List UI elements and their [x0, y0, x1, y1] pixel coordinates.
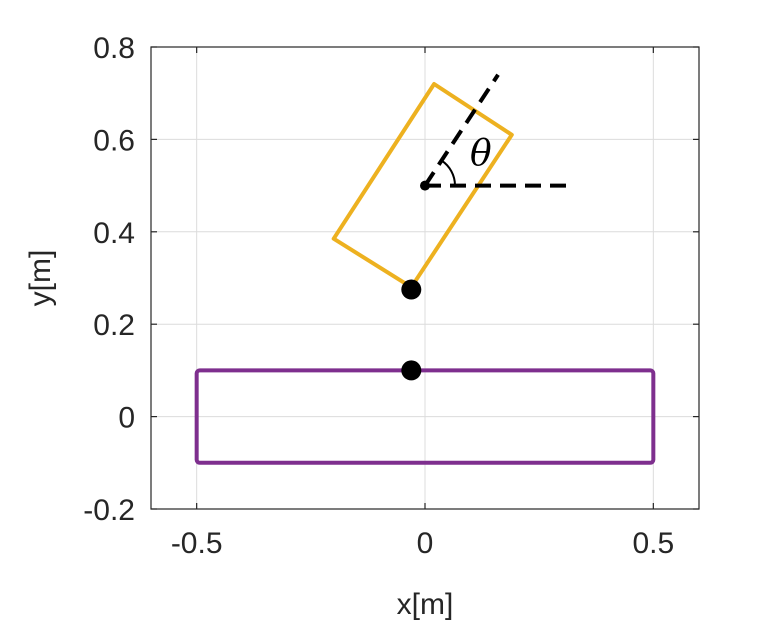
x-tick-label: -0.5: [171, 527, 223, 560]
angle-arc: [440, 159, 457, 186]
data-point: [420, 180, 430, 191]
grid: [151, 46, 699, 510]
y-tick-label: 0.2: [93, 309, 135, 342]
angle-label: θ: [470, 134, 492, 175]
y-tick-label: 0.8: [93, 32, 135, 65]
plot-area: θ: [194, 73, 656, 465]
x-axis-label: x[m]: [397, 588, 454, 621]
y-tick-label: 0.4: [93, 217, 135, 250]
data-point: [401, 279, 422, 300]
y-tick-label: 0: [118, 402, 135, 435]
y-tick-label: -0.2: [83, 494, 135, 527]
y-axis: -0.2 0 0.2 0.4 0.6 0.8: [83, 32, 699, 527]
x-tick-label: 0.5: [632, 527, 674, 560]
angle-ray-line: [423, 73, 500, 187]
base-rectangle: [194, 368, 656, 465]
data-point: [401, 360, 422, 381]
x-axis: -0.5 0 0.5: [171, 47, 674, 560]
x-tick-label: 0: [417, 527, 434, 560]
y-tick-label: 0.6: [93, 124, 135, 157]
y-axis-label: y[m]: [24, 250, 57, 307]
